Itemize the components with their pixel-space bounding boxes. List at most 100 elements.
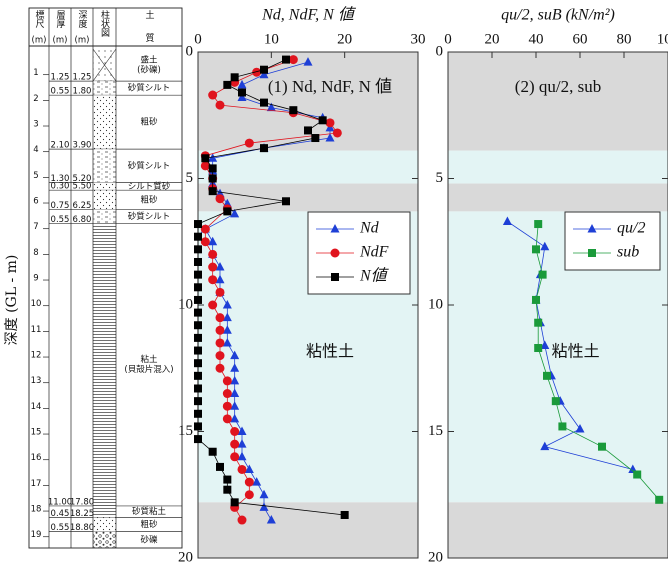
marker — [222, 337, 232, 347]
lithology-pattern — [93, 190, 116, 210]
lithology-pattern — [93, 209, 116, 224]
panel-label: (1) Nd, NdF, N 値 — [268, 77, 392, 96]
marker — [288, 55, 298, 65]
marker — [244, 138, 254, 148]
scale-label: 5 — [33, 171, 38, 181]
marker — [208, 249, 218, 259]
marker — [230, 350, 240, 360]
marker — [194, 422, 202, 431]
scale-label: 19 — [31, 530, 42, 540]
x-tick-label: 20 — [485, 31, 500, 47]
marker — [208, 447, 217, 456]
scale-label: 14 — [31, 402, 42, 412]
series-line — [535, 224, 660, 501]
soil-name: 砂礫 — [140, 534, 158, 545]
marker — [540, 441, 550, 451]
marker — [223, 207, 232, 216]
marker — [200, 224, 210, 234]
marker — [532, 295, 540, 304]
scale-label: 11 — [31, 325, 42, 335]
annotation: 粘性土 — [552, 342, 600, 361]
marker — [538, 270, 547, 279]
charts: Nd, NdF, N 値 0 10 20 30 0 5 10 15 20 (1) Nd, NdF, … — [178, 6, 668, 566]
layer-depth: 18.80 — [70, 523, 94, 533]
marker — [215, 313, 225, 323]
marker — [330, 224, 340, 233]
marker — [340, 510, 349, 519]
legend-label: NdF — [359, 244, 389, 261]
scale-label: 17 — [31, 479, 42, 489]
marker — [215, 287, 225, 297]
marker — [237, 515, 247, 525]
header-unit: (m) — [75, 36, 90, 46]
chart: qu/2, suB (kN/m²) 0 20 40 60 80 100 0 5 10 15 20 (2)… — [428, 7, 668, 565]
marker — [551, 397, 560, 406]
marker — [222, 312, 232, 322]
marker — [540, 340, 550, 349]
marker — [222, 414, 232, 424]
y-tick-label: 0 — [436, 43, 444, 59]
marker — [325, 133, 335, 142]
soil-name: 砂質シルト — [128, 211, 171, 222]
marker — [215, 325, 225, 335]
marker — [237, 464, 247, 474]
soil-name: 砂質シルト — [128, 160, 171, 171]
marker — [588, 249, 596, 257]
marker — [208, 236, 218, 246]
marker — [208, 174, 217, 183]
marker — [282, 197, 290, 206]
marker — [230, 363, 240, 372]
marker — [244, 490, 254, 500]
soil-name: (貝殻片混入) — [124, 364, 173, 375]
marker — [194, 321, 202, 330]
marker — [238, 88, 246, 97]
marker — [260, 98, 268, 107]
marker — [259, 502, 269, 511]
scale-label: 7 — [33, 222, 38, 232]
marker — [325, 118, 335, 128]
lithology-pattern — [93, 517, 116, 532]
x-tick-label: 60 — [573, 31, 588, 47]
marker — [318, 116, 327, 125]
lithology-pattern — [93, 223, 116, 506]
marker — [194, 308, 202, 317]
marker — [237, 451, 247, 461]
marker — [534, 318, 543, 327]
x-tick-label: 10 — [264, 31, 279, 47]
marker — [259, 489, 269, 499]
marker — [194, 283, 202, 292]
legend-label: Nd — [359, 220, 380, 237]
soil-name: 盛土 — [140, 55, 158, 66]
marker — [330, 248, 340, 258]
chart-title: Nd, NdF, N 値 — [261, 6, 357, 24]
marker — [222, 376, 232, 386]
scale-label: 6 — [33, 197, 38, 207]
layer-depth: 6.80 — [73, 215, 92, 225]
marker — [216, 462, 224, 471]
marker — [558, 422, 567, 431]
marker — [223, 485, 232, 494]
marker — [208, 164, 217, 173]
layer-band — [448, 52, 668, 151]
chart: Nd, NdF, N 値 0 10 20 30 0 5 10 15 20 (1) Nd, NdF, … — [178, 6, 426, 566]
marker — [194, 257, 202, 266]
marker — [230, 498, 239, 507]
soil-name: 砂質シルト — [128, 83, 171, 94]
marker — [194, 232, 202, 241]
header-name: 標尺 — [34, 9, 45, 29]
layer-thickness: 0.55 — [51, 215, 70, 225]
y-tick-label: 0 — [186, 43, 194, 59]
lithology-pattern — [93, 531, 116, 548]
header-unit: (m) — [53, 36, 68, 46]
marker — [230, 401, 240, 410]
marker — [303, 57, 313, 66]
scale-label: 8 — [33, 248, 38, 258]
legend-label: sub — [617, 244, 639, 261]
lithology-pattern — [93, 81, 116, 96]
y-tick-label: 15 — [178, 423, 193, 439]
x-tick-label: 0 — [194, 31, 202, 47]
x-tick-label: 40 — [529, 31, 544, 47]
marker — [230, 413, 240, 423]
marker — [194, 359, 202, 368]
